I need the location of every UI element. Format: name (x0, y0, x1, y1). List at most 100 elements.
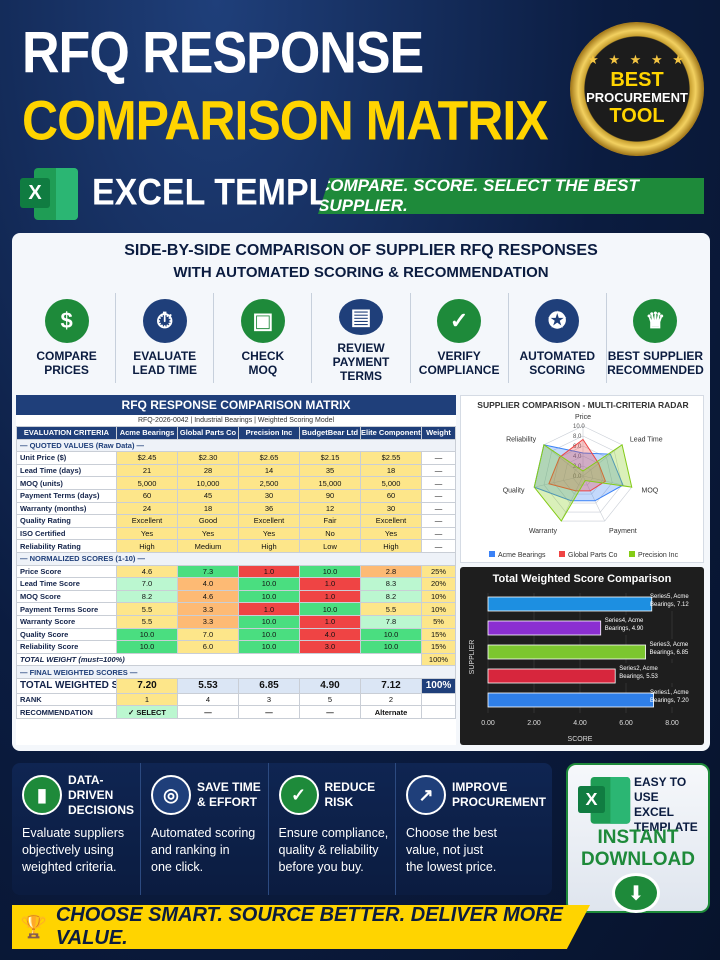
bar-3 (487, 668, 616, 684)
table-cell: 24 (116, 501, 178, 516)
table-cell: Good (177, 514, 239, 528)
row-label: ISO Certified (16, 526, 117, 541)
row-label: Lead Time (days) (16, 463, 117, 478)
bar-1 (487, 620, 602, 636)
table-cell: — (421, 463, 456, 478)
radar-axis (582, 444, 623, 477)
feature-label: COMPARE PRICES (36, 349, 97, 377)
table-cell: 45 (177, 488, 239, 503)
bar-4 (487, 692, 655, 708)
table-cell: 8.2 (116, 589, 178, 604)
download-card[interactable]: X EASY TO USE EXCEL TEMPLATE INSTANT DOW… (566, 763, 710, 913)
bar-tick-label: 4.00 (573, 720, 587, 727)
benefit-description: Evaluate suppliers objectively using wei… (22, 826, 125, 874)
row-label: Price Score (16, 564, 117, 579)
row-label: Unit Price ($) (16, 451, 117, 465)
rank-cell: 1 (116, 692, 178, 707)
recommendation-cell: ✓ SELECT (116, 705, 178, 720)
column-header: BudgetBear Ltd (299, 426, 361, 440)
table-cell: 4.6 (177, 589, 239, 604)
bar-data-label: Series4, Acme (605, 618, 644, 624)
table-row: Warranty Score 5.5 3.3 10.0 1.0 7.8 5% (16, 614, 456, 629)
feature-3: ▤ REVIEW PAYMENT TERMS (312, 293, 411, 383)
badge-line-3: TOOL (609, 105, 665, 127)
feature-6: ♛ BEST SUPPLIER RECOMMENDED (607, 293, 704, 383)
title-line-1: RFQ RESPONSE (22, 21, 424, 87)
table-cell: 7.8 (360, 614, 422, 629)
bar-chart-title: Total Weighted Score Comparison (492, 573, 672, 585)
table-cell: $2.55 (360, 451, 422, 465)
shield-check-icon: ✓ (437, 299, 482, 343)
table-cell: Low (299, 539, 361, 553)
table-cell: 15% (421, 640, 456, 654)
bar-svg: 0.00 2.00 4.00 6.00 8.00 Series5, Acme Bearing… (469, 591, 704, 743)
benefit-title: DATA-DRIVEN DECISIONS (68, 772, 135, 817)
table-cell: 10% (421, 602, 456, 616)
table-cell: 60 (360, 488, 422, 503)
comparison-matrix: RFQ RESPONSE COMPARISON MATRIX RFQ-2026-… (16, 395, 456, 745)
legend-swatch (489, 551, 495, 557)
table-cell: 5,000 (360, 476, 422, 490)
tagline-ribbon: COMPARE. SCORE. SELECT THE BEST SUPPLIER… (318, 178, 704, 214)
matrix-subtitle: RFQ-2026-0042 | Industrial Bearings | We… (137, 417, 335, 424)
feature-0: $ COMPARE PRICES (18, 293, 117, 383)
feature-row: $ COMPARE PRICES ⏱ EVALUATE LEAD TIME ▣ CHECK… (18, 293, 704, 383)
radar-tick-label: 8.0 (573, 434, 582, 440)
title-line-2: COMPARISON MATRIX (22, 89, 549, 152)
total-weight-value: 100% (421, 652, 456, 667)
table-cell: 5.5 (116, 614, 178, 629)
recommendation-cell: — (238, 705, 300, 720)
table-cell: 10,000 (177, 476, 239, 490)
section-header: — QUOTED VALUES (Raw Data) — (16, 438, 456, 453)
total-score: 4.90 (299, 677, 361, 694)
table-cell (421, 692, 456, 707)
legend-swatch (629, 551, 635, 557)
radar-axis-label: Reliability (506, 437, 536, 444)
table-cell: 28 (177, 463, 239, 478)
table-row: Payment Terms Score 5.5 3.3 1.0 10.0 5.5 10% (16, 602, 456, 616)
excel-logo-icon: X (578, 777, 631, 824)
total-score: 7.12 (360, 677, 422, 694)
table-cell: — (421, 488, 456, 503)
table-row: Lead Time Score 7.0 4.0 10.0 1.0 8.3 20% (16, 577, 456, 591)
table-cell: — (421, 451, 456, 465)
radar-grid (553, 445, 613, 504)
table-row: Quality Score 10.0 7.0 10.0 4.0 10.0 15% (16, 627, 456, 642)
feature-label: CHECK MOQ (241, 349, 285, 377)
bar-data-label: Bearings, 5.53 (619, 674, 658, 680)
best-tool-badge: ★ ★ ★ ★ ★ BEST PROCUREMENT TOOL (570, 22, 704, 156)
table-cell: 10.0 (299, 602, 361, 616)
radar-axis (543, 444, 584, 477)
table-cell: 1.0 (299, 614, 361, 629)
table-cell: Yes (360, 526, 422, 541)
radar-axis-label: MOQ (641, 487, 658, 494)
benefit-3: ↗ IMPROVE PROCUREMENT Choose the best valu… (396, 763, 552, 895)
bar-data-label: Bearings, 4.90 (605, 626, 644, 632)
benefit-0: ▮ DATA-DRIVEN DECISIONS Evaluate suppliers… (12, 763, 142, 895)
download-button[interactable]: ⬇ (612, 873, 660, 913)
bar-tick-label: 8.00 (665, 720, 679, 727)
rank-cell: 3 (238, 692, 300, 707)
table-cell: 4.6 (116, 564, 178, 579)
radar-tick-label: 4.0 (573, 454, 582, 460)
bar-2 (487, 644, 646, 660)
column-header: Acme Bearings (116, 426, 178, 440)
radar-axis-label: Payment (609, 528, 637, 535)
row-label: Quality Score (16, 627, 117, 642)
box-icon: ▣ (240, 299, 285, 343)
stars-icon: ★ ★ ★ ★ ★ (587, 52, 687, 67)
table-cell: High (360, 539, 422, 553)
table-cell: — (421, 526, 456, 541)
table-cell: 8.3 (360, 577, 422, 591)
row-label: Reliability Score (16, 640, 117, 654)
section-header: — FINAL WEIGHTED SCORES — (16, 665, 456, 679)
bar-xlabel: SCORE (568, 736, 593, 743)
footer-text: CHOOSE SMART. SOURCE BETTER. DELIVER MOR… (55, 904, 563, 949)
table-row: Unit Price ($) $2.45 $2.30 $2.65 $2.15 $2.55— (16, 451, 456, 465)
column-header: EVALUATION CRITERIA (16, 426, 117, 440)
table-cell: 3.3 (177, 602, 239, 616)
table-cell: No (299, 526, 361, 541)
benefits-bar: ▮ DATA-DRIVEN DECISIONS Evaluate suppliers… (12, 763, 552, 895)
bar-data-label: Bearings, 7.20 (650, 698, 689, 704)
row-label: MOQ Score (16, 589, 117, 604)
